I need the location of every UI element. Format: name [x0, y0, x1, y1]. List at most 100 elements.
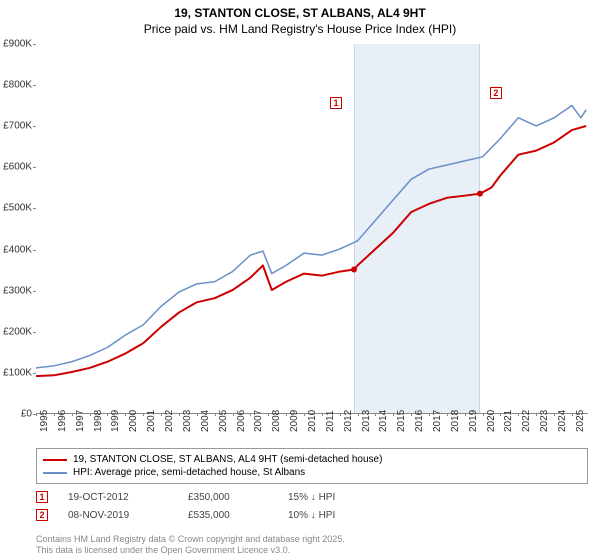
- sale-dot-1: [351, 267, 357, 273]
- y-axis-label: £200K: [0, 326, 36, 337]
- x-axis-tick: [233, 413, 234, 416]
- y-axis-label: £0: [0, 409, 36, 420]
- x-axis-label: 2012: [343, 410, 354, 432]
- x-axis-tick: [250, 413, 251, 416]
- x-axis-label: 2019: [468, 410, 479, 432]
- x-axis-label: 2000: [128, 410, 139, 432]
- x-axis-tick: [161, 413, 162, 416]
- chart-plot-area: £0£100K£200K£300K£400K£500K£600K£700K£80…: [36, 44, 588, 414]
- x-axis-label: 2007: [253, 410, 264, 432]
- y-axis-tick: [33, 167, 36, 168]
- y-axis-label: £100K: [0, 367, 36, 378]
- y-axis-tick: [33, 250, 36, 251]
- x-axis-label: 2021: [503, 410, 514, 432]
- title-block: 19, STANTON CLOSE, ST ALBANS, AL4 9HT Pr…: [0, 0, 600, 36]
- x-axis-label: 2005: [218, 410, 229, 432]
- legend-label: 19, STANTON CLOSE, ST ALBANS, AL4 9HT (s…: [73, 454, 382, 465]
- x-axis-label: 1999: [110, 410, 121, 432]
- legend-row: 19, STANTON CLOSE, ST ALBANS, AL4 9HT (s…: [43, 453, 581, 466]
- x-axis-label: 2003: [182, 410, 193, 432]
- y-axis-tick: [33, 332, 36, 333]
- x-axis-label: 2002: [164, 410, 175, 432]
- series-hpi: [36, 106, 586, 368]
- legend-swatch: [43, 472, 67, 474]
- x-axis-label: 2018: [450, 410, 461, 432]
- x-axis-label: 2011: [325, 410, 336, 432]
- footer-attribution: Contains HM Land Registry data © Crown c…: [36, 534, 345, 557]
- x-axis-label: 1996: [57, 410, 68, 432]
- x-axis-label: 2024: [557, 410, 568, 432]
- x-axis-tick: [286, 413, 287, 416]
- y-axis-tick: [33, 85, 36, 86]
- chart-container: 19, STANTON CLOSE, ST ALBANS, AL4 9HT Pr…: [0, 0, 600, 560]
- x-axis-tick: [340, 413, 341, 416]
- y-axis-label: £300K: [0, 285, 36, 296]
- x-axis-label: 1995: [39, 410, 50, 432]
- sale-row: 119-OCT-2012£350,00015% ↓ HPI: [36, 488, 408, 506]
- x-axis-label: 1997: [75, 410, 86, 432]
- x-axis-label: 2010: [307, 410, 318, 432]
- x-axis-label: 2016: [414, 410, 425, 432]
- x-axis-tick: [500, 413, 501, 416]
- x-axis-label: 2015: [396, 410, 407, 432]
- footer-line-1: Contains HM Land Registry data © Crown c…: [36, 534, 345, 545]
- x-axis-tick: [483, 413, 484, 416]
- x-axis-tick: [107, 413, 108, 416]
- chart-title: 19, STANTON CLOSE, ST ALBANS, AL4 9HT: [0, 6, 600, 20]
- x-axis-tick: [358, 413, 359, 416]
- x-axis-tick: [393, 413, 394, 416]
- x-axis-tick: [143, 413, 144, 416]
- x-axis-tick: [179, 413, 180, 416]
- legend-box: 19, STANTON CLOSE, ST ALBANS, AL4 9HT (s…: [36, 448, 588, 484]
- chart-subtitle: Price paid vs. HM Land Registry's House …: [0, 22, 600, 36]
- y-axis-label: £700K: [0, 121, 36, 132]
- sale-marker-2: 2: [490, 87, 502, 99]
- x-axis-tick: [36, 413, 37, 416]
- x-axis-tick: [90, 413, 91, 416]
- x-axis-label: 2022: [521, 410, 532, 432]
- x-axis-label: 2004: [200, 410, 211, 432]
- x-axis-tick: [572, 413, 573, 416]
- sales-table: 119-OCT-2012£350,00015% ↓ HPI208-NOV-201…: [36, 488, 408, 524]
- x-axis-label: 2025: [575, 410, 586, 432]
- y-axis-tick: [33, 291, 36, 292]
- y-axis-tick: [33, 126, 36, 127]
- x-axis-tick: [322, 413, 323, 416]
- sale-row: 208-NOV-2019£535,00010% ↓ HPI: [36, 506, 408, 524]
- x-axis-label: 2017: [432, 410, 443, 432]
- x-axis-tick: [197, 413, 198, 416]
- y-axis-label: £900K: [0, 39, 36, 50]
- x-axis-tick: [54, 413, 55, 416]
- x-axis-tick: [268, 413, 269, 416]
- sale-delta: 15% ↓ HPI: [288, 492, 408, 503]
- x-axis-tick: [411, 413, 412, 416]
- x-axis-tick: [375, 413, 376, 416]
- series-price_paid: [36, 126, 586, 376]
- legend-label: HPI: Average price, semi-detached house,…: [73, 467, 305, 478]
- x-axis-label: 2023: [539, 410, 550, 432]
- sale-row-marker: 1: [36, 491, 48, 503]
- x-axis-label: 2020: [486, 410, 497, 432]
- y-axis-label: £600K: [0, 162, 36, 173]
- x-axis-tick: [536, 413, 537, 416]
- x-axis-tick: [447, 413, 448, 416]
- x-axis-label: 2009: [289, 410, 300, 432]
- sale-delta: 10% ↓ HPI: [288, 510, 408, 521]
- x-axis-tick: [125, 413, 126, 416]
- y-axis-tick: [33, 208, 36, 209]
- x-axis-tick: [465, 413, 466, 416]
- x-axis-tick: [215, 413, 216, 416]
- sale-dot-2: [477, 191, 483, 197]
- x-axis-label: 2013: [361, 410, 372, 432]
- y-axis-tick: [33, 373, 36, 374]
- x-axis-label: 1998: [93, 410, 104, 432]
- x-axis-label: 2001: [146, 410, 157, 432]
- x-axis-tick: [518, 413, 519, 416]
- sale-price: £350,000: [188, 492, 288, 503]
- legend-row: HPI: Average price, semi-detached house,…: [43, 466, 581, 479]
- sale-price: £535,000: [188, 510, 288, 521]
- x-axis-tick: [304, 413, 305, 416]
- x-axis-tick: [429, 413, 430, 416]
- sale-date: 08-NOV-2019: [68, 510, 188, 521]
- x-axis-label: 2014: [378, 410, 389, 432]
